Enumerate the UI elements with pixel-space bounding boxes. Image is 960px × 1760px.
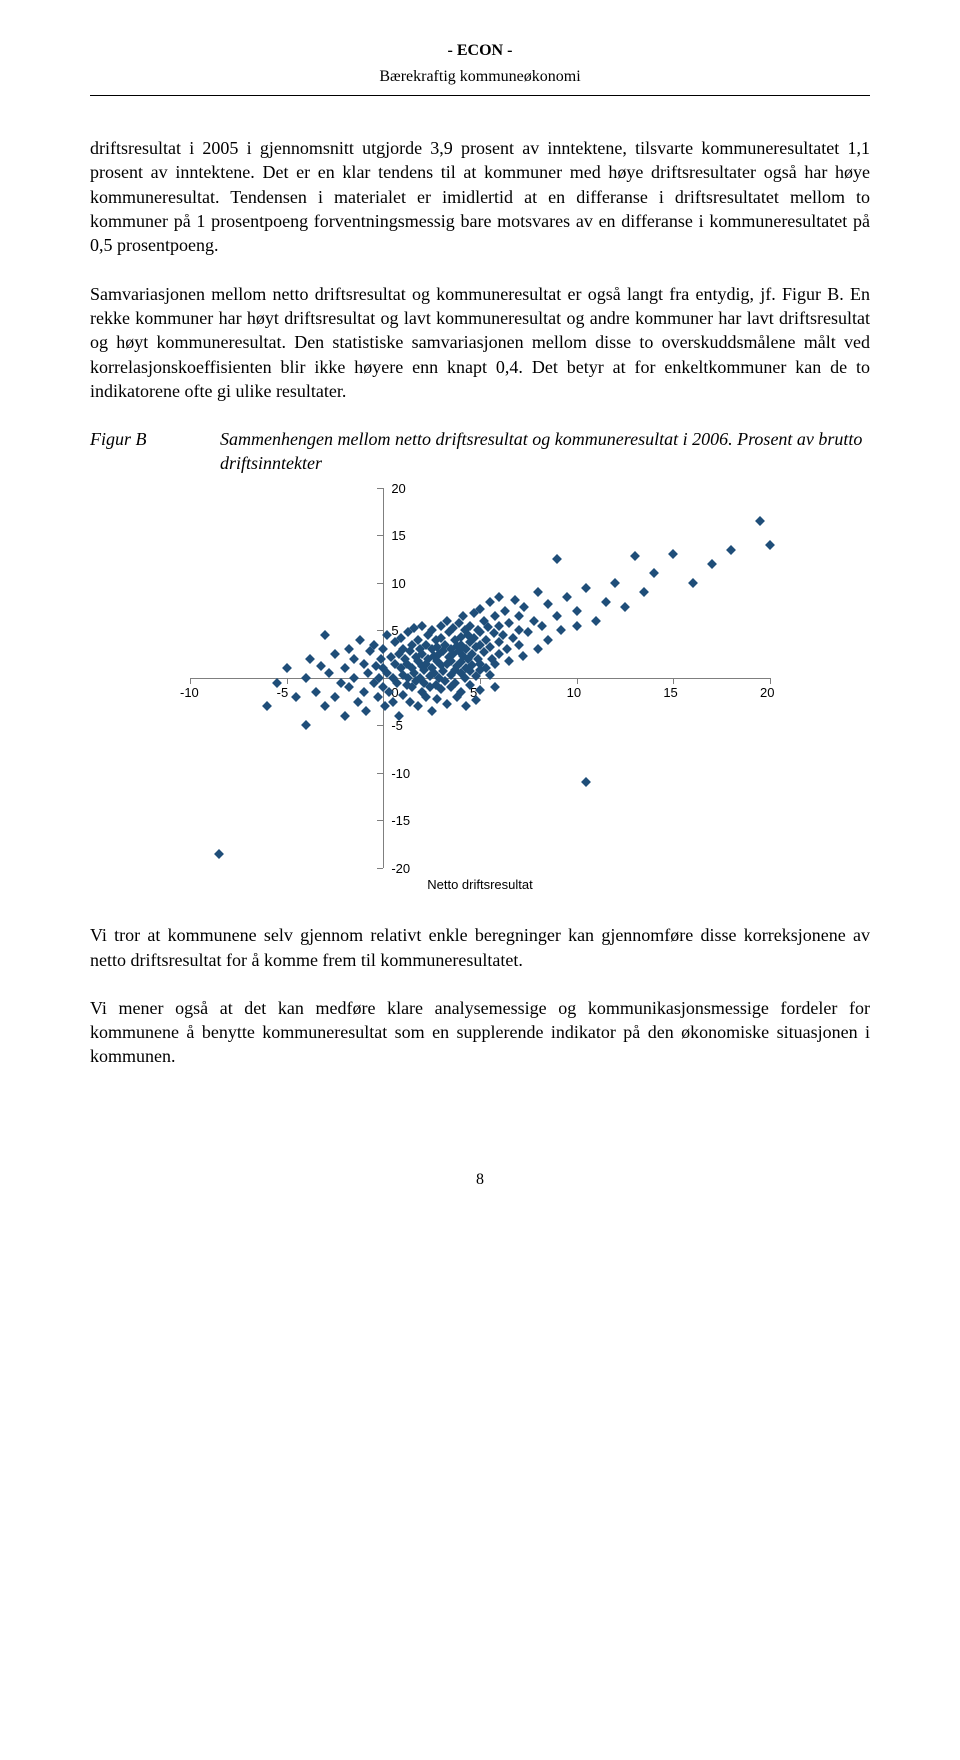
x-tick-label: 20 [760, 684, 774, 702]
y-tick-label: 15 [391, 527, 405, 545]
scatter-point [518, 651, 528, 661]
scatter-point [504, 618, 514, 628]
scatter-point [630, 551, 640, 561]
scatter-point [485, 597, 495, 607]
scatter-point [320, 630, 330, 640]
scatter-point [591, 616, 601, 626]
scatter-point [305, 654, 315, 664]
scatter-point [359, 687, 369, 697]
scatter-point [668, 549, 678, 559]
scatter-point [491, 611, 501, 621]
scatter-point [413, 701, 423, 711]
scatter-point [552, 554, 562, 564]
page-number: 8 [90, 1169, 870, 1191]
scatter-point [543, 599, 553, 609]
paragraph-1: driftsresultat i 2005 i gjennomsnitt utg… [90, 136, 870, 257]
doc-header-1: - ECON - [90, 40, 870, 62]
scatter-point [344, 644, 354, 654]
scatter-point [726, 545, 736, 555]
scatter-point [514, 640, 524, 650]
scatter-point [262, 701, 272, 711]
scatter-point [520, 602, 530, 612]
scatter-point [552, 611, 562, 621]
x-tick-label: 10 [567, 684, 581, 702]
scatter-point [340, 711, 350, 721]
scatter-point [349, 673, 359, 683]
scatter-point [581, 583, 591, 593]
scatter-point [301, 720, 311, 730]
scatter-point [514, 625, 524, 635]
scatter-point [427, 706, 437, 716]
scatter-point [649, 568, 659, 578]
scatter-point [349, 654, 359, 664]
scatter-point [620, 602, 630, 612]
scatter-point [765, 540, 775, 550]
scatter-point [462, 701, 472, 711]
scatter-point [433, 694, 443, 704]
scatter-point [363, 668, 373, 678]
scatter-point [523, 627, 533, 637]
scatter-point [639, 587, 649, 597]
x-tick-label: -10 [180, 684, 199, 702]
scatter-point [707, 559, 717, 569]
scatter-point [330, 692, 340, 702]
scatter-point [330, 649, 340, 659]
scatter-point [301, 673, 311, 683]
scatter-point [417, 621, 427, 631]
x-axis-label: Netto driftsresultat [190, 876, 770, 894]
paragraph-2: Samvariasjonen mellom netto driftsresult… [90, 282, 870, 403]
y-tick-label: 10 [391, 575, 405, 593]
y-tick-label: -10 [391, 765, 410, 783]
scatter-point [324, 668, 334, 678]
scatter-point [581, 777, 591, 787]
scatter-point [340, 663, 350, 673]
scatter-chart: Kommuneresultat -10-55101520-20-15-10-55… [90, 488, 870, 894]
y-tick-label: -15 [391, 812, 410, 830]
scatter-point [572, 621, 582, 631]
scatter-point [562, 592, 572, 602]
scatter-point [353, 697, 363, 707]
scatter-point [214, 849, 224, 859]
scatter-point [491, 682, 501, 692]
scatter-point [494, 592, 504, 602]
scatter-point [378, 644, 388, 654]
scatter-point [755, 516, 765, 526]
scatter-plot-area: -10-55101520-20-15-10-551015200 [190, 488, 770, 868]
scatter-point [291, 692, 301, 702]
scatter-point [311, 687, 321, 697]
scatter-point [282, 663, 292, 673]
scatter-point [514, 611, 524, 621]
scatter-point [533, 644, 543, 654]
scatter-point [320, 701, 330, 711]
scatter-point [373, 692, 383, 702]
doc-header-2: Bærekraftig kommuneøkonomi [90, 66, 870, 97]
figure-label: Figur B [90, 427, 220, 476]
scatter-point [537, 621, 547, 631]
paragraph-4: Vi mener også at det kan medføre klare a… [90, 996, 870, 1069]
scatter-point [398, 690, 408, 700]
y-tick-label: 20 [391, 480, 405, 498]
figure-caption: Sammenhengen mellom netto driftsresultat… [220, 427, 870, 476]
scatter-point [556, 625, 566, 635]
scatter-point [688, 578, 698, 588]
x-tick-label: 15 [663, 684, 677, 702]
scatter-point [601, 597, 611, 607]
paragraph-3: Vi tror at kommunene selv gjennom relati… [90, 923, 870, 972]
scatter-point [533, 587, 543, 597]
scatter-point [504, 656, 514, 666]
scatter-point [510, 595, 520, 605]
scatter-point [317, 661, 327, 671]
scatter-point [500, 606, 510, 616]
scatter-point [543, 635, 553, 645]
y-tick-label: -20 [391, 860, 410, 878]
scatter-point [442, 699, 452, 709]
figure-title-row: Figur B Sammenhengen mellom netto drifts… [90, 427, 870, 476]
scatter-point [610, 578, 620, 588]
scatter-point [572, 606, 582, 616]
scatter-point [355, 635, 365, 645]
scatter-point [361, 706, 371, 716]
